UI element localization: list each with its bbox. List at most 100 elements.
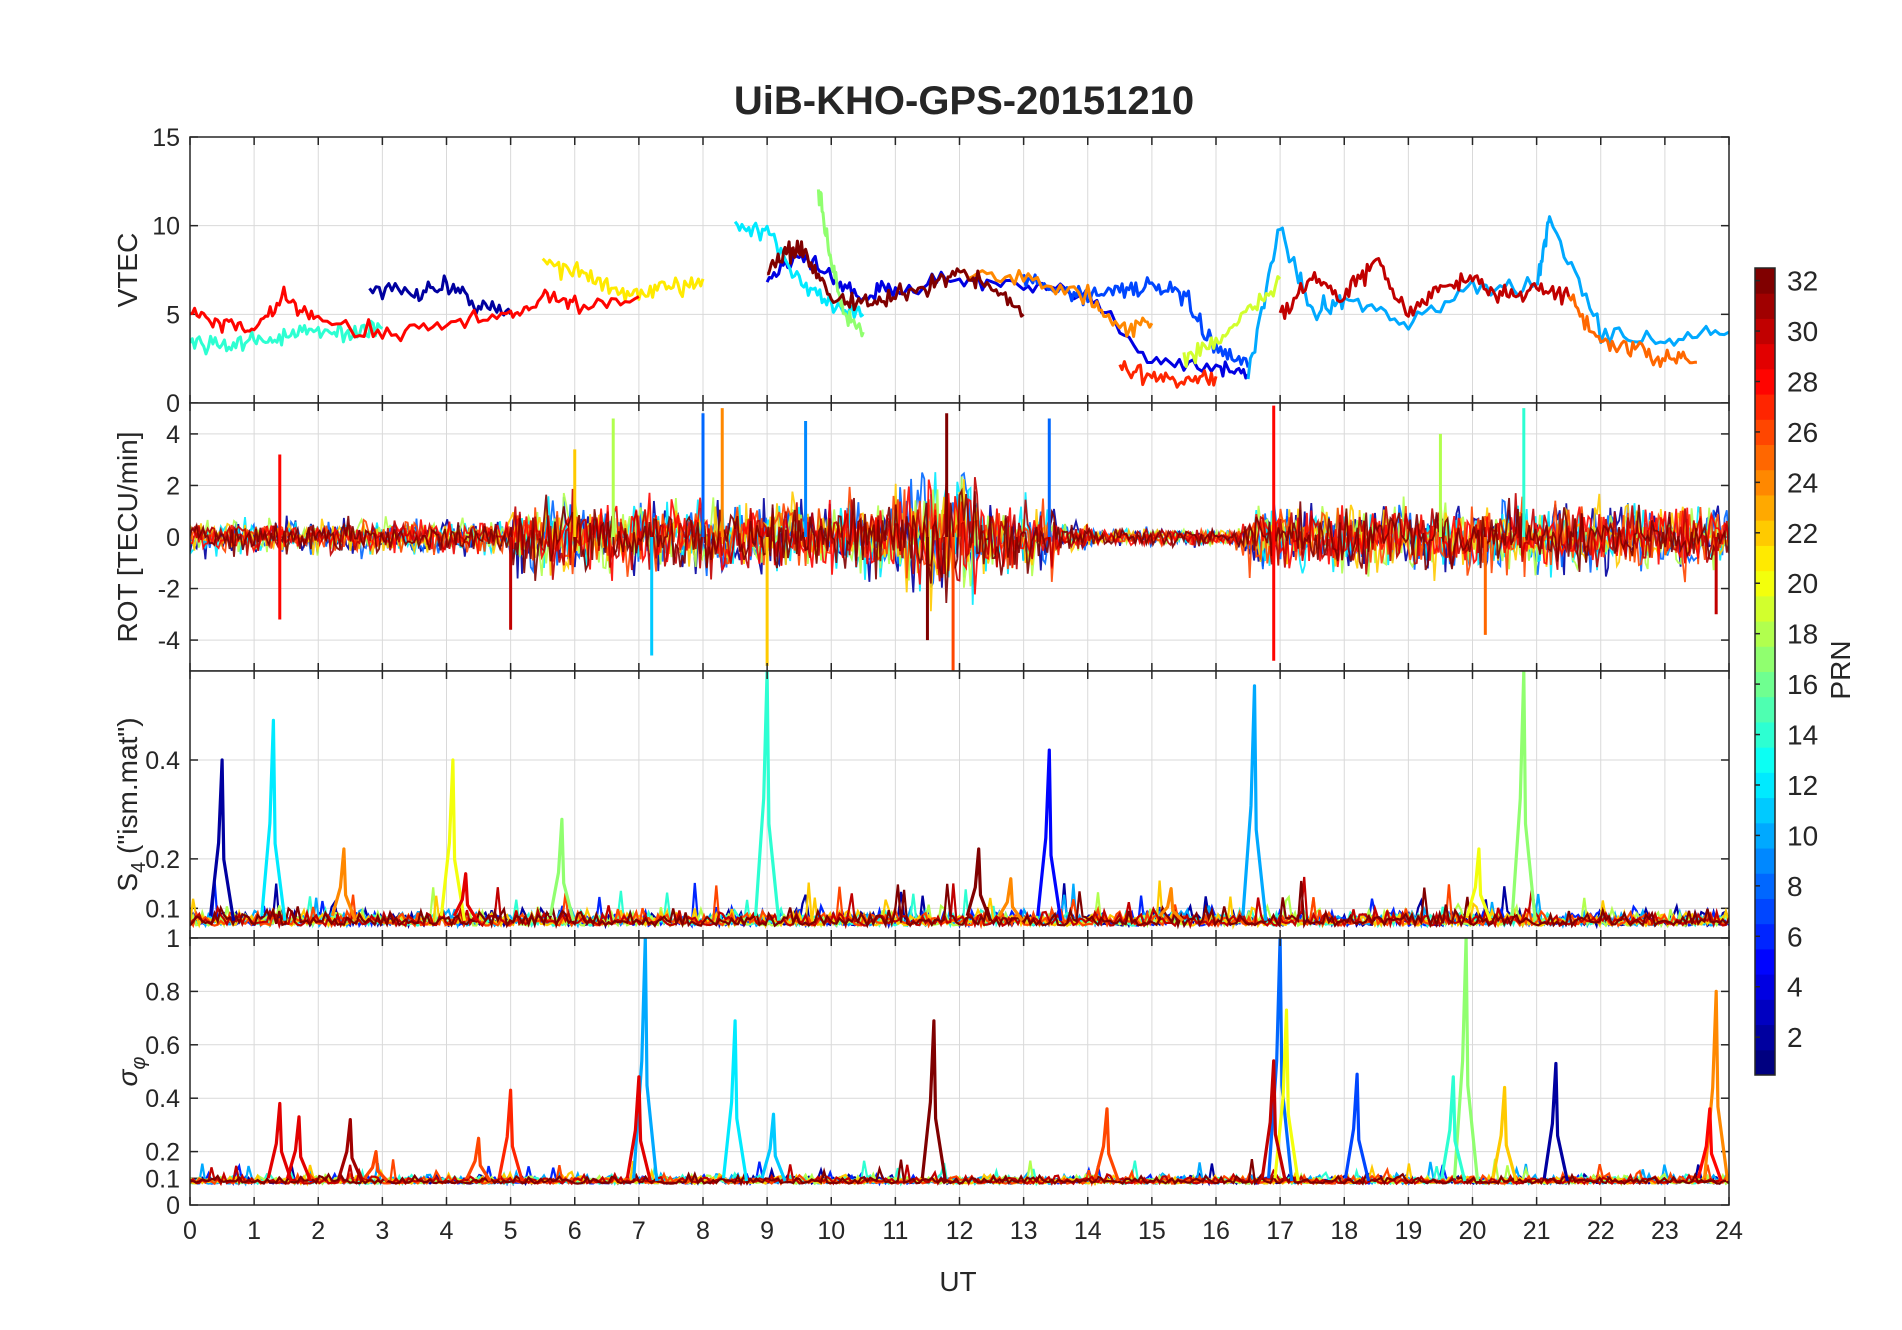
colorbar-swatch-1 — [1755, 1049, 1775, 1076]
x-tick-label: 3 — [375, 1217, 389, 1245]
data-traces — [190, 405, 1729, 671]
sigma_phi-peak-prn-12 — [721, 1019, 749, 1182]
colorbar-swatch-23 — [1755, 494, 1775, 521]
colorbar-swatch-26 — [1755, 419, 1775, 446]
y-tick-label: 4 — [166, 421, 180, 449]
sigma_phi-peak-prn-32 — [920, 1019, 947, 1182]
sigma_phi-peak-prn-31 — [337, 1118, 364, 1182]
colorbar-tick-label: 18 — [1787, 619, 1818, 650]
sigma_phi-peak-prn-14 — [1440, 1075, 1467, 1182]
vtec-line-prn-28 — [190, 285, 640, 343]
y-tick-label: 5 — [166, 301, 180, 329]
colorbar-swatch-9 — [1755, 848, 1775, 874]
rot-line-prn-32 — [190, 487, 1729, 604]
s4-peak-prn-20 — [439, 758, 467, 921]
colorbar-swatch-5 — [1755, 948, 1775, 975]
panel-vtec: 0 5 10 15 VTEC — [112, 124, 1730, 418]
s4-peak-prn-5 — [1036, 748, 1063, 921]
colorbar-swatch-12 — [1755, 772, 1775, 799]
x-tick-label: 15 — [1138, 1217, 1166, 1245]
colorbar-tick-label: 22 — [1787, 518, 1818, 549]
colorbar-swatch-29 — [1755, 343, 1775, 370]
x-tick-label: 5 — [504, 1217, 518, 1245]
sigma_phi-peak-prn-26 — [363, 1150, 389, 1183]
x-tick-label: 24 — [1715, 1217, 1743, 1245]
x-tick-label: 10 — [817, 1217, 845, 1245]
colorbar-label: PRN — [1825, 640, 1856, 699]
x-tick-label: 23 — [1651, 1217, 1679, 1245]
colorbar-swatch-10 — [1755, 822, 1775, 849]
x-tick-label: 13 — [1010, 1217, 1038, 1245]
x-tick-label: 7 — [632, 1217, 646, 1245]
sigma_phi-peak-prn-22 — [1491, 1085, 1518, 1182]
vtec-line-prn-2 — [368, 274, 512, 317]
y-tick-label: 0 — [166, 524, 180, 552]
y-axis-label: ROT [TECU/min] — [112, 431, 143, 642]
vtec-line-prn-4 — [765, 251, 1250, 380]
data-traces — [190, 189, 1729, 389]
s4-peak-prn-17 — [548, 817, 576, 922]
panel-rot: -4 -2 0 2 4 ROT [TECU/min] — [112, 402, 1730, 672]
sigma_phi-peak-prn-30 — [1260, 1059, 1287, 1182]
x-axis-label: UT — [939, 1266, 976, 1297]
x-tick-label: 4 — [440, 1217, 454, 1245]
vtec-line-prn-27 — [1118, 360, 1218, 389]
x-tick-label: 11 — [882, 1217, 908, 1245]
colorbar-tick-label: 8 — [1787, 871, 1803, 902]
colorbar-swatch-17 — [1755, 646, 1775, 672]
y-tick-label: 1 — [166, 925, 180, 953]
y-tick-label: 0 — [166, 1192, 180, 1220]
colorbar-tick-label: 14 — [1787, 720, 1818, 751]
s4-peak-prn-32 — [965, 847, 992, 922]
vtec-line-prn-14 — [190, 319, 384, 356]
y-tick-label: 0.8 — [145, 978, 180, 1006]
sigma_phi-peak-prn-29 — [266, 1101, 293, 1182]
colorbar-swatch-22 — [1755, 520, 1775, 546]
x-tick-label: 2 — [311, 1217, 325, 1245]
colorbar-frame — [1754, 267, 1776, 1076]
y-tick-label: -4 — [158, 627, 180, 655]
colorbar-swatch-7 — [1755, 898, 1775, 925]
x-tick-label: 20 — [1459, 1217, 1487, 1245]
colorbar-tick-label: 26 — [1787, 417, 1818, 448]
sigma_phi-peak-prn-26 — [465, 1136, 492, 1182]
x-tick-label: 16 — [1202, 1217, 1230, 1245]
vtec-line-prn-21 — [541, 257, 705, 302]
s4-peak-prn-24 — [1158, 887, 1184, 922]
x-tick-label: 12 — [946, 1217, 974, 1245]
colorbar-swatch-13 — [1755, 747, 1775, 773]
y-tick-label: 0 — [166, 390, 180, 418]
y-tick-label: 15 — [152, 124, 180, 152]
panel-s4: 0.1 0.2 0.4S4 ("ism.mat") — [112, 670, 1730, 939]
vtec-line-prn-17 — [816, 189, 865, 338]
vtec-line-prn-32 — [767, 239, 1025, 318]
colorbar-swatch-27 — [1755, 394, 1775, 420]
s4-peak-prn-2 — [208, 758, 236, 921]
colorbar-tick-label: 6 — [1787, 921, 1803, 952]
data-traces — [190, 671, 1729, 930]
s4-baseline-prn-32 — [190, 880, 1729, 930]
y-tick-label: 0.2 — [145, 1139, 180, 1167]
sigma_phi-peak-prn-29 — [625, 1075, 652, 1182]
y-tick-label: 0.4 — [145, 747, 180, 775]
s4-peak-prn-20 — [1465, 847, 1492, 922]
s4-peak-prn-24 — [330, 847, 357, 922]
sigma_phi-peak-prn-26 — [1093, 1107, 1121, 1182]
sigma_phi-peak-prn-27 — [497, 1088, 524, 1182]
y-tick-label: 0.2 — [145, 846, 180, 874]
colorbar-swatch-25 — [1755, 444, 1775, 471]
y-tick-label: 0.1 — [145, 895, 180, 923]
s4-baseline-prn-30 — [190, 876, 1729, 930]
colorbar-tick-label: 20 — [1787, 568, 1818, 599]
colorbar-swatch-11 — [1755, 797, 1775, 824]
sigma_phi-peak-prn-28 — [1696, 1107, 1723, 1182]
colorbar-swatch-20 — [1755, 570, 1775, 597]
x-tick-label: 0 — [183, 1217, 197, 1245]
sigma_phi-peak-prn-20 — [1273, 1008, 1300, 1182]
s4-peak-prn-10 — [1241, 684, 1268, 921]
y-axis-label: σφ — [112, 1057, 150, 1087]
colorbar-swatch-30 — [1755, 318, 1775, 345]
colorbar-tick-label: 24 — [1787, 467, 1818, 498]
